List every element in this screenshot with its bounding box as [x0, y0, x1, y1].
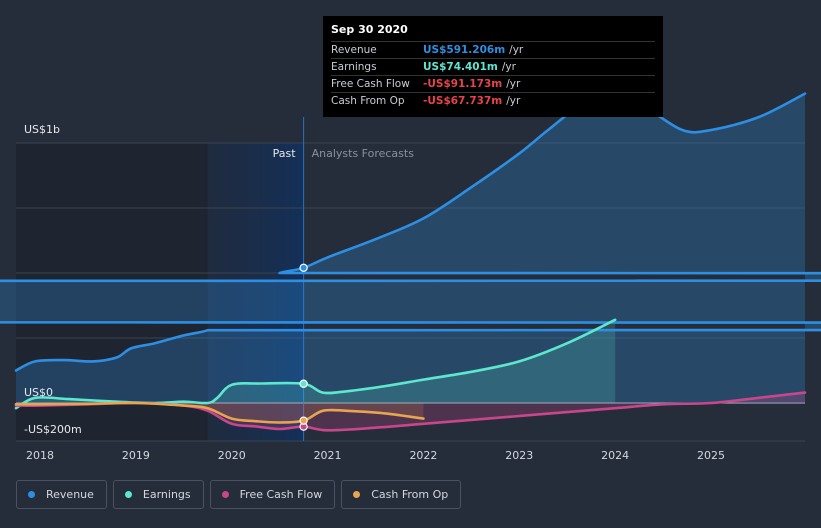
earnings-marker	[299, 379, 308, 388]
legend-dot-icon	[28, 491, 35, 498]
y-label-zero: US$0	[24, 386, 53, 399]
tooltip-unit: /yr	[506, 78, 521, 90]
tooltip-date: Sep 30 2020	[331, 23, 655, 42]
legend-item-revenue[interactable]: Revenue	[16, 480, 107, 509]
legend-item-earnings[interactable]: Earnings	[112, 480, 204, 509]
past-region-bg	[16, 143, 208, 441]
tooltip-value: US$74.401m	[423, 61, 498, 73]
cash-from-op-marker	[299, 416, 308, 425]
legend-label: Revenue	[46, 488, 94, 501]
x-tick-label: 2024	[601, 449, 629, 462]
y-label-bottom: -US$200m	[24, 423, 82, 436]
earnings-area	[16, 319, 616, 409]
x-tick-label: 2023	[505, 449, 533, 462]
tooltip-row: Revenue US$591.206m/yr	[331, 42, 655, 59]
tooltip-value: -US$91.173m	[423, 78, 503, 90]
tooltip: Sep 30 2020 Revenue US$591.206m/yr Earning…	[323, 16, 663, 117]
legend-dot-icon	[124, 491, 132, 498]
legend-label: Cash From Op	[371, 488, 449, 501]
x-tick-label: 2018	[26, 449, 54, 462]
tooltip-label: Free Cash Flow	[331, 78, 410, 90]
tooltip-row: Cash From Op -US$67.737m/yr	[331, 93, 655, 109]
x-tick-label: 2021	[314, 449, 342, 462]
legend-dot-icon	[221, 491, 229, 498]
free-cash-flow-area	[16, 392, 805, 431]
forecast-label: Analysts Forecasts	[312, 147, 415, 160]
tooltip-label: Revenue	[331, 44, 377, 56]
y-label-top: US$1b	[24, 123, 60, 136]
tooltip-unit: /yr	[506, 95, 521, 107]
revenue-marker	[299, 263, 308, 272]
legend-dot-icon	[353, 491, 361, 498]
tooltip-label: Cash From Op	[331, 95, 405, 107]
legend-item-free-cash-flow[interactable]: Free Cash Flow	[209, 480, 336, 509]
tooltip-value: US$591.206m	[423, 44, 506, 56]
x-tick-label: 2022	[409, 449, 437, 462]
x-tick-label: 2025	[697, 449, 725, 462]
tooltip-row: Free Cash Flow -US$91.173m/yr	[331, 76, 655, 93]
legend: Revenue Earnings Free Cash Flow Cash From O…	[16, 480, 462, 509]
tooltip-unit: /yr	[509, 44, 524, 56]
tooltip-unit: /yr	[501, 61, 516, 73]
earnings-line	[14, 318, 617, 410]
tooltip-value: -US$67.737m	[423, 95, 503, 107]
tooltip-row: Earnings US$74.401m/yr	[331, 59, 655, 76]
legend-item-cash-from-op[interactable]: Cash From Op	[341, 480, 462, 509]
cash-from-op-line	[14, 401, 425, 424]
legend-label: Free Cash Flow	[239, 488, 323, 501]
x-tick-label: 2019	[122, 449, 150, 462]
past-label: Past	[273, 147, 297, 160]
legend-label: Earnings	[142, 488, 191, 501]
x-tick-label: 2020	[218, 449, 246, 462]
tooltip-label: Earnings	[331, 61, 377, 73]
